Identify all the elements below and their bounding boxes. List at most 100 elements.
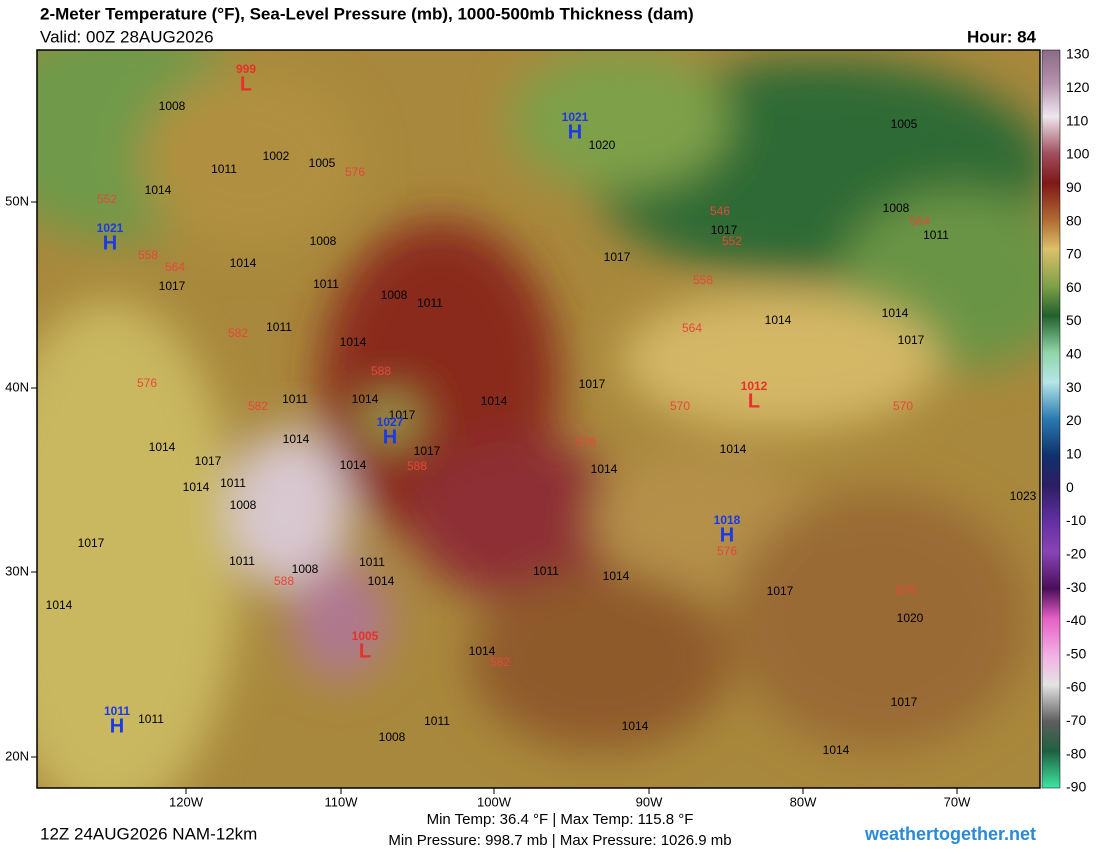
colorbar-tick-label: 80 (1066, 212, 1082, 228)
colorbar-tick-label: -90 (1066, 779, 1086, 795)
isobar-label: 1017 (767, 584, 794, 598)
center-value: 1027 (377, 415, 404, 429)
colorbar-tick-label: 10 (1066, 446, 1082, 462)
colorbar-tick-label: 90 (1066, 179, 1082, 195)
colorbar-tick-label: -60 (1066, 679, 1086, 695)
isobar-label: 1014 (591, 462, 618, 476)
center-value: 1012 (741, 379, 768, 393)
isobar-label: 1011 (211, 162, 237, 176)
isobar-label: 1008 (310, 234, 337, 248)
colorbar-tick-label: 60 (1066, 279, 1082, 295)
colorbar-tick-label: 130 (1066, 46, 1090, 62)
center-symbol: L (240, 73, 252, 95)
isobar-label: 1017 (579, 377, 606, 391)
isobar-label: 1017 (195, 454, 222, 468)
center-value: 1018 (714, 513, 741, 527)
lat-label: 40N (5, 379, 29, 394)
thickness-label: 546 (710, 204, 730, 218)
colorbar (1041, 49, 1061, 789)
isobar-label: 1017 (78, 536, 105, 550)
center-value: 1021 (562, 110, 589, 124)
thickness-label: 564 (910, 214, 930, 228)
colorbar-tick-label: 50 (1066, 312, 1082, 328)
thickness-label: 564 (682, 321, 702, 335)
colorbar-tick-label: -80 (1066, 745, 1086, 761)
thickness-label: 582 (490, 655, 510, 669)
isobar-label: 1014 (469, 644, 496, 658)
isobar-label: 1014 (882, 306, 909, 320)
thickness-label: 588 (371, 364, 391, 378)
lon-label: 120W (169, 794, 204, 809)
isobar-label: 1014 (283, 432, 310, 446)
colorbar-tick-label: 20 (1066, 412, 1082, 428)
isobar-label: 1014 (46, 598, 73, 612)
thickness-label: 588 (407, 459, 427, 473)
colorbar-tick-label: -40 (1066, 612, 1086, 628)
isobar-label: 1017 (604, 250, 631, 264)
colorbar-tick-label: 100 (1066, 146, 1090, 162)
isobar-label: 1014 (765, 313, 792, 327)
site-name[interactable]: weathertogether.net (864, 824, 1036, 844)
colorbar-tick-label: 30 (1066, 379, 1082, 395)
colorbar-tick-label: -70 (1066, 712, 1086, 728)
isobar-label: 1005 (309, 156, 336, 170)
lon-label: 110W (325, 794, 359, 809)
isobar-label: 1020 (589, 138, 616, 152)
isobar-label: 1008 (292, 562, 319, 576)
thickness-label: 570 (893, 399, 913, 413)
center-symbol: L (359, 640, 371, 662)
thickness-label: 576 (717, 544, 737, 558)
colorbar-tick-label: -20 (1066, 545, 1086, 561)
center-value: 1021 (97, 221, 124, 235)
isobar-label: 1014 (183, 480, 210, 494)
isobar-label: 1011 (229, 554, 255, 568)
colorbar-tick-label: 0 (1066, 479, 1074, 495)
isobar-label: 1017 (389, 408, 416, 422)
thickness-label: 576 (576, 435, 596, 449)
isobar-label: 1011 (417, 296, 443, 310)
isobar-label: 1014 (603, 569, 630, 583)
forecast-hour: Hour: 84 (967, 27, 1037, 46)
isobar-label: 1011 (923, 228, 949, 242)
lon-label: 70W (944, 794, 971, 809)
isobar-label: 1011 (138, 712, 164, 726)
temp-range: Min Temp: 36.4 °F | Max Temp: 115.8 °F (427, 811, 694, 828)
title: 2-Meter Temperature (°F), Sea-Level Pres… (40, 4, 694, 23)
thickness-label: 582 (228, 326, 248, 340)
isobar-label: 1008 (381, 288, 408, 302)
isobar-label: 1017 (414, 444, 441, 458)
isobar-label: 1014 (720, 442, 747, 456)
center-value: 1005 (352, 629, 379, 643)
isobar-label: 1014 (481, 394, 508, 408)
thickness-label: 552 (97, 192, 117, 206)
isobar-label: 1011 (282, 392, 308, 406)
isobar-label: 1023 (1010, 489, 1037, 503)
thickness-label: 564 (165, 260, 185, 274)
isobar-label: 1014 (823, 743, 850, 757)
center-symbol: H (383, 426, 397, 448)
isobar-label: 1017 (891, 695, 918, 709)
isobar-label: 1008 (159, 99, 186, 113)
pressure-range: Min Pressure: 998.7 mb | Max Pressure: 1… (388, 832, 731, 849)
center-value: 999 (236, 62, 256, 76)
colorbar-tick-label: -50 (1066, 645, 1086, 661)
colorbar-tick-label: 110 (1066, 112, 1089, 128)
isobar-label: 1014 (340, 458, 367, 472)
isobar-label: 1014 (622, 719, 649, 733)
isobar-label: 1014 (352, 392, 379, 406)
isobar-label: 1005 (891, 117, 918, 131)
isobar-label: 1011 (359, 555, 385, 569)
thickness-label: 582 (248, 399, 268, 413)
isobar-label: 1002 (263, 149, 290, 163)
isobar-label: 1008 (230, 498, 257, 512)
lon-label: 100W (477, 794, 512, 809)
center-symbol: H (103, 232, 117, 254)
isobar-label: 1014 (368, 574, 395, 588)
thickness-label: 552 (722, 234, 742, 248)
isobar-label: 1011 (313, 277, 339, 291)
colorbar-tick-label: -10 (1066, 512, 1086, 528)
isobar-label: 1014 (149, 440, 176, 454)
isobar-label: 1017 (711, 223, 738, 237)
center-symbol: H (720, 524, 734, 546)
